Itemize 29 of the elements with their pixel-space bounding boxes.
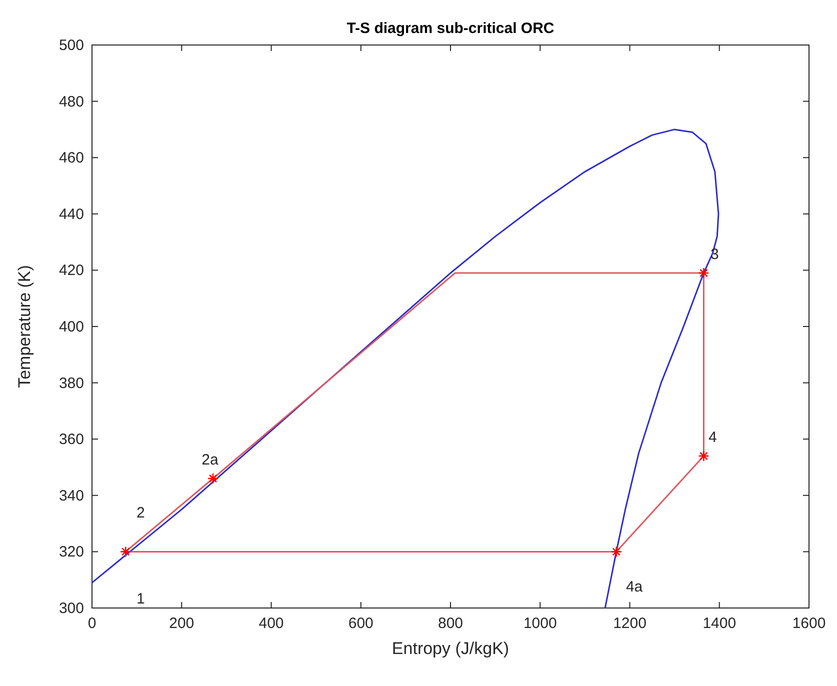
x-tick-label: 0 — [88, 615, 96, 632]
annotation: 2a — [202, 452, 219, 469]
x-tick-label: 200 — [169, 615, 194, 632]
y-tick-label: 460 — [58, 150, 84, 167]
x-tick-label: 1200 — [613, 615, 646, 632]
annotation: 3 — [710, 246, 719, 264]
x-tick-label: 1600 — [792, 615, 826, 632]
y-tick-label: 420 — [58, 262, 84, 280]
x-tick-label: 400 — [258, 615, 284, 632]
y-tick-label: 480 — [58, 93, 84, 110]
y-tick-label: 500 — [58, 37, 84, 54]
y-tick-label: 300 — [58, 600, 84, 617]
y-tick-label: 380 — [58, 374, 84, 392]
annotation: 2 — [136, 504, 145, 522]
x-tick-label: 1000 — [523, 615, 557, 632]
annotation: 4a — [626, 578, 644, 596]
y-tick-label: 340 — [58, 487, 84, 504]
y-axis-title: Temperature (K) — [15, 265, 34, 388]
chart-title: T-S diagram sub-critical ORC — [346, 20, 554, 37]
annotation: 4 — [708, 428, 717, 446]
y-tick-label: 360 — [58, 431, 84, 448]
x-tick-label: 800 — [438, 615, 464, 632]
y-tick-label: 320 — [58, 544, 84, 561]
y-tick-label: 440 — [58, 206, 84, 223]
x-axis-title: Entropy (J/kgK) — [392, 639, 510, 658]
y-tick-label: 400 — [58, 318, 84, 336]
x-tick-label: 1400 — [702, 615, 736, 632]
x-tick-label: 600 — [348, 615, 374, 632]
annotation: 1 — [136, 590, 145, 608]
